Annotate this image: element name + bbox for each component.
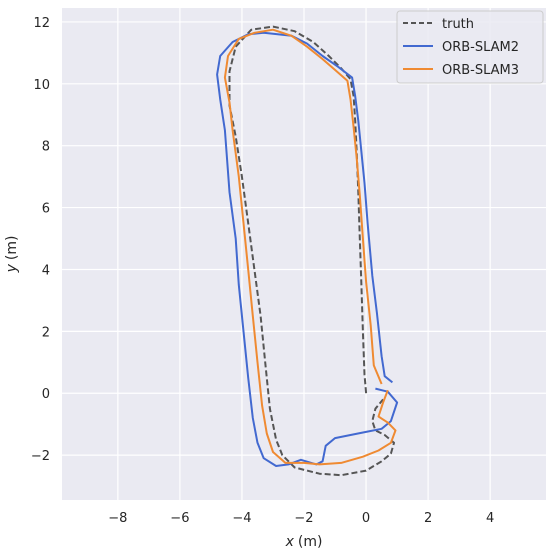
y-axis-label: y(m)	[4, 236, 20, 274]
x-tick-label: −8	[108, 511, 127, 526]
legend-label-orb-slam3: ORB-SLAM3	[442, 63, 519, 78]
y-tick-label: 4	[42, 263, 50, 278]
y-tick-label: −2	[31, 449, 50, 464]
legend: truth ORB-SLAM2 ORB-SLAM3	[396, 10, 544, 84]
x-tick-labels: −8 −6 −4 −2 0 2 4	[108, 511, 494, 526]
x-tick-label: −2	[294, 511, 313, 526]
grid-lines	[62, 8, 546, 500]
x-axis-label: x (m)	[285, 534, 323, 550]
x-tick-label: −6	[170, 511, 189, 526]
series-line-orb-slam2	[216, 31, 399, 467]
series-line-orb-slam3	[223, 28, 397, 466]
x-tick-label: 2	[424, 511, 432, 526]
x-tick-label: −4	[232, 511, 251, 526]
x-tick-label: 0	[362, 511, 370, 526]
y-tick-labels: −2 0 2 4 6 8 10 12	[31, 16, 50, 464]
y-tick-label: 6	[42, 202, 50, 217]
y-tick-label: 12	[33, 16, 50, 31]
y-tick-label: 8	[42, 140, 50, 155]
legend-label-orb-slam2: ORB-SLAM2	[442, 40, 519, 55]
x-tick-label: 4	[486, 511, 494, 526]
legend-box	[396, 10, 544, 84]
series-line-truth	[228, 25, 395, 477]
y-tick-label: 2	[42, 325, 50, 340]
y-tick-label: 10	[33, 78, 50, 93]
series-group	[216, 25, 399, 477]
legend-label-truth: truth	[442, 17, 474, 32]
y-tick-label: 0	[42, 387, 50, 402]
